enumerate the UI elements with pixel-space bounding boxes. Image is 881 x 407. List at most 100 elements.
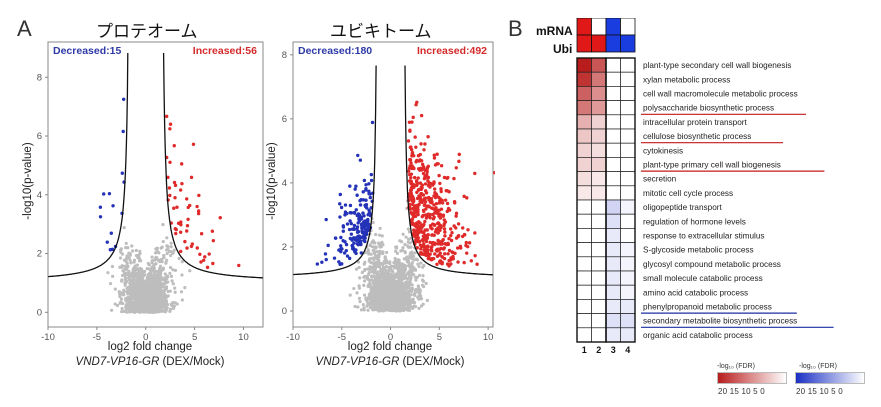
proteome-point-ns	[162, 278, 166, 282]
proteome-y-tick-label: 8	[37, 72, 42, 83]
go-term-label: amino acid catabolic process	[643, 288, 748, 297]
ubiquitome-point-increased	[448, 227, 453, 231]
ubiquitome-point-decreased	[347, 227, 352, 232]
proteome-point-ns	[120, 279, 124, 283]
ubiquitome-point-ns	[411, 300, 415, 304]
proteome-point-ns	[165, 280, 169, 284]
proteome-point-ns	[121, 291, 126, 295]
heatmap-column-number: 4	[625, 345, 630, 355]
ubiquitome-point-increased	[446, 252, 450, 256]
ubiquitome-point-decreased	[338, 192, 343, 197]
proteome-point-increased	[188, 203, 192, 208]
proteome-point-ns	[143, 297, 147, 301]
ubiquitome-point-ns	[394, 286, 398, 290]
legend-blue-ticks: 20 15 10 5 0	[796, 387, 843, 396]
heatmap-cell	[576, 86, 592, 101]
proteome-point-ns	[120, 310, 124, 314]
ubiquitome-x-axis-label: log2 fold change	[347, 341, 433, 353]
ubiquitome-point-decreased	[362, 214, 366, 218]
ubiquitome-point-increased	[407, 120, 412, 125]
ubiquitome-point-increased	[432, 203, 436, 207]
proteome-point-ns	[156, 275, 160, 280]
ubiquitome-point-decreased	[349, 232, 354, 236]
ubiquitome-point-decreased	[349, 221, 353, 226]
proteome-point-ns	[130, 244, 134, 248]
proteome-point-ns	[110, 308, 114, 312]
ubiquitome-point-ns	[377, 309, 381, 313]
proteome-point-ns	[145, 307, 149, 311]
proteome-point-ns	[129, 303, 134, 307]
proteome-point-ns	[125, 261, 129, 266]
proteome-point-ns	[129, 261, 133, 265]
ubiquitome-point-increased	[449, 238, 454, 243]
go-term-label: small molecule catabolic process	[643, 274, 763, 283]
ubiquitome-point-ns	[398, 307, 402, 312]
ubiquitome-point-ns	[389, 304, 393, 308]
ubiquitome-point-increased	[447, 258, 451, 263]
proteome-point-ns	[120, 265, 124, 269]
proteome-point-increased	[198, 252, 202, 257]
ubiquitome-point-increased	[420, 225, 424, 229]
proteome-point-ns	[137, 255, 141, 260]
proteome-point-ns	[161, 222, 165, 227]
proteome-point-ns	[165, 244, 169, 248]
ubiquitome-point-ns	[362, 308, 366, 312]
ubiquitome-point-decreased	[349, 211, 354, 215]
ubiquitome-point-increased	[422, 148, 426, 152]
heatmap-cell	[591, 86, 607, 101]
proteome-point-ns	[122, 226, 126, 230]
heatmap-cell	[620, 313, 636, 329]
go-term-label: cell wall macromolecule metabolic proces…	[643, 90, 798, 99]
ubiquitome-point-ns	[358, 276, 362, 280]
proteome-point-ns	[180, 260, 184, 264]
ubiquitome-point-ns	[390, 295, 394, 299]
ubiquitome-point-increased	[454, 211, 459, 216]
heatmap-cell	[591, 114, 607, 130]
ubiquitome-point-increased	[424, 207, 428, 211]
ubiquitome-point-increased	[415, 182, 419, 187]
heatmap-cell	[591, 242, 607, 258]
go-term-label: mitotic cell cycle process	[643, 189, 733, 198]
ubiquitome-point-ns	[375, 284, 379, 288]
ubiquitome-point-ns	[370, 278, 374, 282]
proteome-point-ns	[147, 273, 152, 277]
ubiquitome-point-increased	[439, 164, 444, 168]
ubiquitome-threshold-curve	[404, 65, 493, 276]
panel-a-letter: A	[17, 16, 32, 41]
heatmap-cell	[605, 57, 621, 73]
ubiquitome-point-decreased	[363, 239, 367, 244]
ubiquitome-point-increased	[424, 239, 429, 244]
ubiquitome-point-ns	[413, 267, 417, 271]
proteome-point-ns	[164, 309, 168, 313]
proteome-point-ns	[115, 303, 120, 308]
go-term-label: plant-type secondary cell wall biogenesi…	[643, 61, 791, 70]
heatmap-cell	[576, 100, 592, 116]
ubiquitome-point-increased	[411, 115, 415, 120]
proteome-point-ns	[173, 290, 177, 294]
proteome-increased-label: Increased:56	[193, 45, 257, 57]
go-term-label: cytokinesis	[643, 146, 683, 155]
ubiquitome-point-increased	[436, 231, 440, 235]
proteome-point-increased	[178, 230, 183, 234]
ubiquitome-point-decreased	[337, 260, 341, 264]
proteome-point-ns	[152, 308, 156, 312]
proteome-point-ns	[148, 308, 152, 312]
heatmap-cell	[591, 157, 607, 172]
proteome-y-tick-label: 0	[37, 307, 42, 318]
proteome-point-increased	[199, 232, 204, 236]
ubiquitome-point-increased	[419, 251, 424, 255]
ubiquitome-point-ns	[363, 274, 367, 278]
proteome-point-ns	[124, 299, 128, 303]
ubiquitome-point-increased	[443, 198, 448, 202]
ubiquitome-point-increased	[435, 162, 439, 166]
ubiquitome-point-decreased	[353, 187, 357, 191]
ubiquitome-point-decreased	[338, 215, 342, 219]
proteome-point-increased	[184, 197, 189, 201]
ubiquitome-point-ns	[379, 293, 384, 297]
ubiquitome-point-increased	[469, 259, 474, 263]
ubiquitome-point-decreased	[354, 184, 358, 188]
heatmap-cell	[620, 242, 636, 258]
ubiquitome-point-increased	[456, 234, 461, 238]
ubiquitome-point-decreased	[356, 229, 361, 234]
ubiquitome-point-ns	[377, 233, 382, 237]
